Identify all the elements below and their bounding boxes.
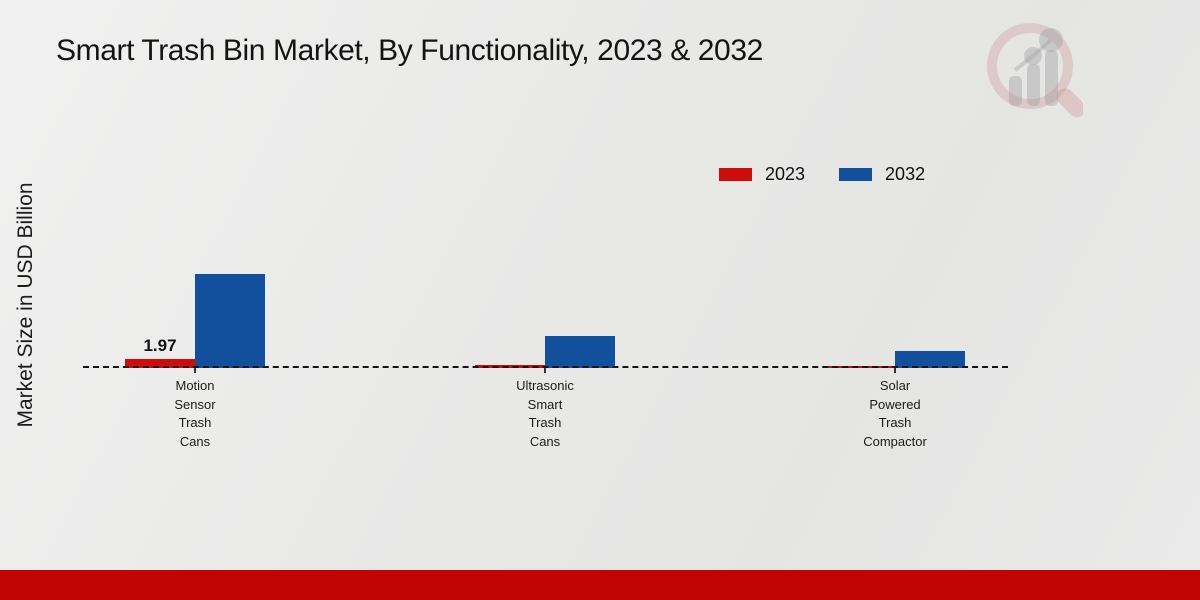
bar-2032-0 <box>195 274 265 368</box>
bar-2032-2 <box>895 351 965 368</box>
bar-2032-1 <box>545 336 615 368</box>
legend-item-2032: 2032 <box>839 164 925 185</box>
x-axis-tick-0 <box>194 368 196 373</box>
legend-label-2032: 2032 <box>885 164 926 184</box>
category-label-2: Solar Powered Trash Compactor <box>863 378 927 449</box>
footer-red-band <box>0 570 1200 600</box>
category-label-1: Ultrasonic Smart Trash Cans <box>516 378 574 449</box>
legend-label-2023: 2023 <box>765 164 806 184</box>
chart-title: Smart Trash Bin Market, By Functionality… <box>56 34 763 67</box>
bar-value-label: 1.97 <box>143 336 177 355</box>
magnifier-bar-chart-logo-icon <box>987 23 1083 118</box>
category-label-0: Motion Sensor Trash Cans <box>174 378 216 449</box>
x-axis-tick-2 <box>894 368 896 373</box>
legend-swatch-2023 <box>719 168 752 181</box>
legend: 2023 2032 <box>719 164 925 185</box>
x-axis-tick-1 <box>544 368 546 373</box>
legend-swatch-2032 <box>839 168 873 181</box>
bar-2023-0 <box>125 359 195 368</box>
legend-item-2023: 2023 <box>719 164 805 185</box>
x-axis-baseline <box>83 366 1008 368</box>
